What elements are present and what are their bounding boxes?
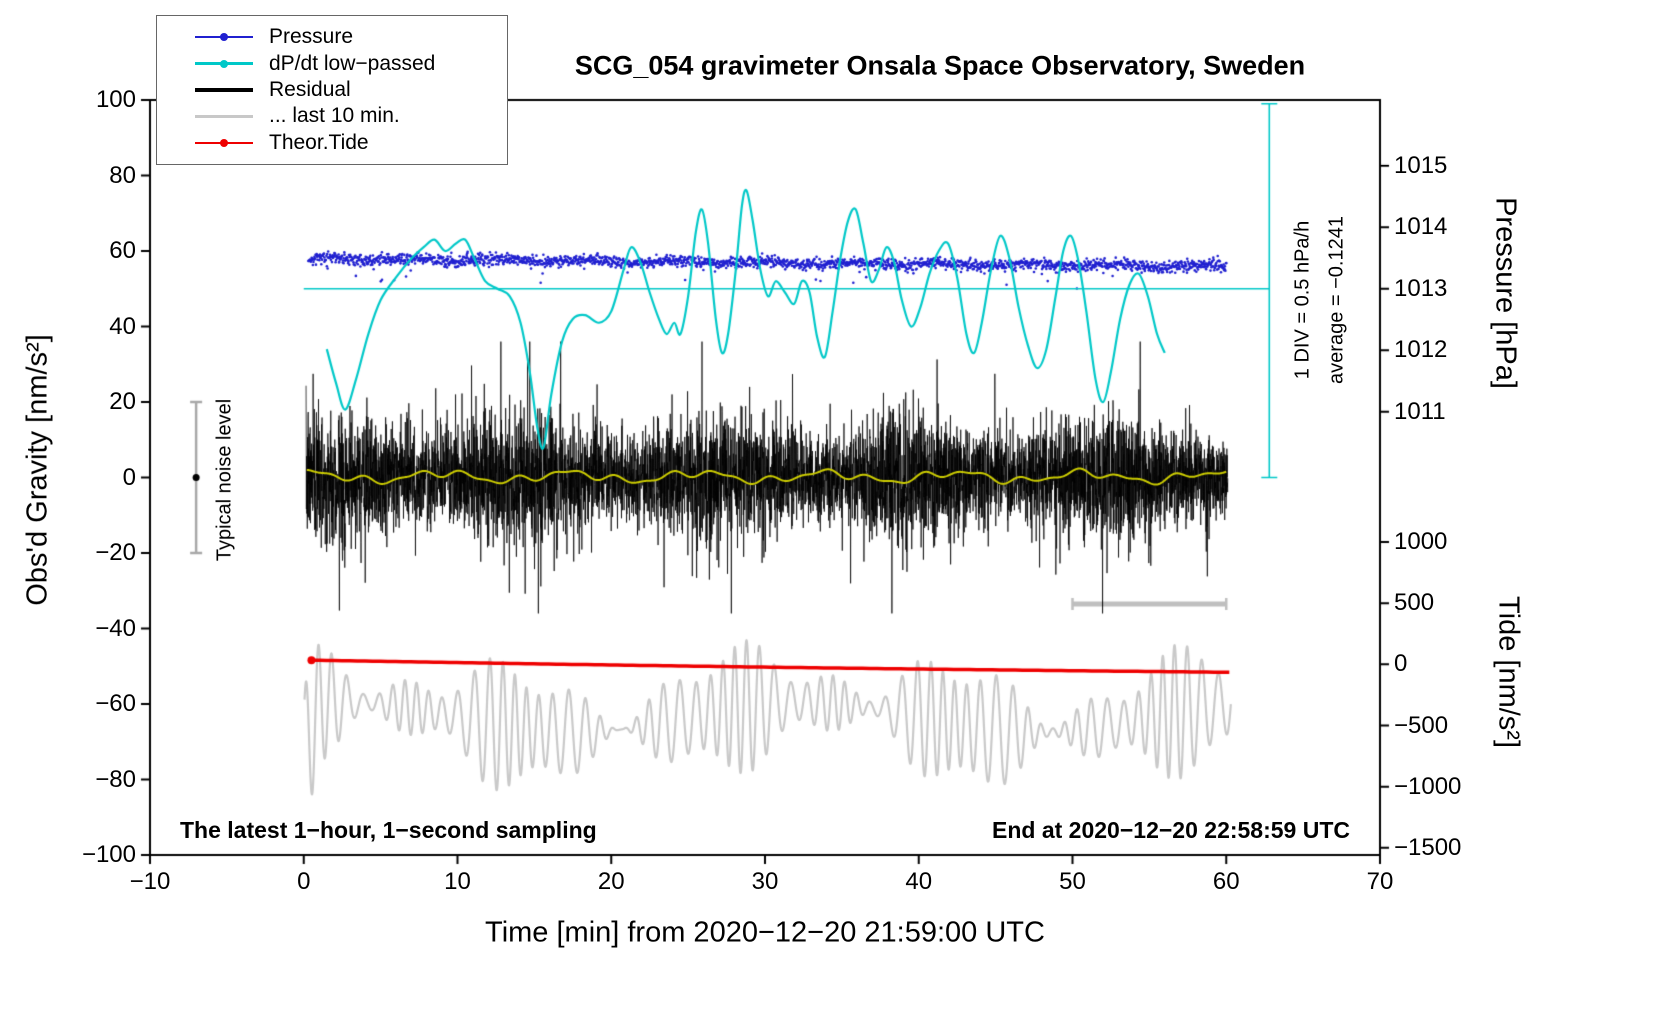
x-tick--10: −10: [129, 868, 171, 895]
legend-symbol-dpdt: [195, 59, 253, 68]
pressure-tick-1011: 1011: [1394, 397, 1446, 425]
sampling-note: The latest 1−hour, 1−second sampling: [180, 817, 597, 843]
tide-tick--500: −500: [1394, 711, 1449, 739]
y-tick--20: −20: [95, 539, 136, 566]
y-axis-title-pressure: Pressure [hPa]: [1489, 197, 1522, 389]
y-tick-100: 100: [95, 86, 136, 113]
y-axis-title-gravity: Obs'd Gravity [nm/s²]: [21, 334, 54, 606]
end-time-note: End at 2020−12−20 22:58:59 UTC: [992, 817, 1350, 843]
pressure-tick-1013: 1013: [1394, 274, 1448, 302]
noise-level-label: Typical noise level: [213, 398, 236, 562]
legend-label-residual: Residual: [269, 77, 351, 101]
legend-item-last10: ... last 10 min.: [195, 104, 507, 128]
x-tick-0: 0: [297, 868, 311, 895]
tide-tick-500: 500: [1394, 589, 1435, 617]
y-tick--60: −60: [95, 690, 136, 717]
pressure-tick-1012: 1012: [1394, 336, 1448, 364]
x-tick-20: 20: [597, 868, 625, 895]
average-note: average = −0.1241: [1325, 216, 1348, 384]
y-tick-40: 40: [109, 312, 136, 340]
pressure-tick-1015: 1015: [1394, 151, 1448, 179]
tide-tick--1500: −1500: [1394, 833, 1462, 861]
x-tick-40: 40: [905, 868, 933, 895]
div-scale-note: 1 DIV = 0.5 hPa/h: [1291, 220, 1314, 380]
legend-symbol-theor-tide: [195, 138, 253, 147]
tide-tick-1000: 1000: [1394, 528, 1448, 556]
x-tick-60: 60: [1212, 868, 1240, 895]
tide-tick-0: 0: [1394, 650, 1408, 678]
legend-box: Pressure dP/dt low−passed Residual ... last…: [156, 15, 508, 165]
x-tick-70: 70: [1366, 868, 1394, 895]
x-axis-title: Time [min] from 2020−12−20 21:59:00 UTC: [485, 916, 1045, 949]
chart-title: SCG_054 gravimeter Onsala Space Observat…: [574, 50, 1306, 81]
pressure-tick-1014: 1014: [1394, 213, 1448, 241]
legend-item-dpdt: dP/dt low−passed: [195, 52, 507, 76]
y-tick-20: 20: [109, 388, 136, 415]
legend-item-theor-tide: Theor.Tide: [195, 131, 507, 155]
y-tick-80: 80: [109, 161, 136, 189]
y-tick--100: −100: [81, 841, 136, 868]
y-tick--80: −80: [95, 765, 136, 793]
legend-label-pressure: Pressure: [269, 25, 354, 49]
x-tick-50: 50: [1059, 868, 1086, 895]
y-tick--40: −40: [95, 614, 136, 642]
tide-tick--1000: −1000: [1394, 772, 1462, 800]
x-tick-10: 10: [444, 868, 471, 895]
legend-label-last10: ... last 10 min.: [269, 104, 400, 128]
legend-symbol-last10: [195, 114, 253, 119]
legend-item-pressure: Pressure: [195, 25, 507, 49]
x-tick-30: 30: [751, 868, 779, 895]
legend-label-dpdt: dP/dt low−passed: [269, 51, 436, 75]
legend-symbol-pressure: [195, 33, 253, 42]
legend-symbol-residual: [195, 88, 253, 92]
y-tick-60: 60: [109, 237, 136, 264]
legend-item-residual: Residual: [195, 78, 507, 102]
legend-label-theor-tide: Theor.Tide: [269, 130, 369, 154]
y-axis-title-tide: Tide [nm/s²]: [1492, 595, 1525, 749]
y-tick-0: 0: [122, 463, 136, 491]
